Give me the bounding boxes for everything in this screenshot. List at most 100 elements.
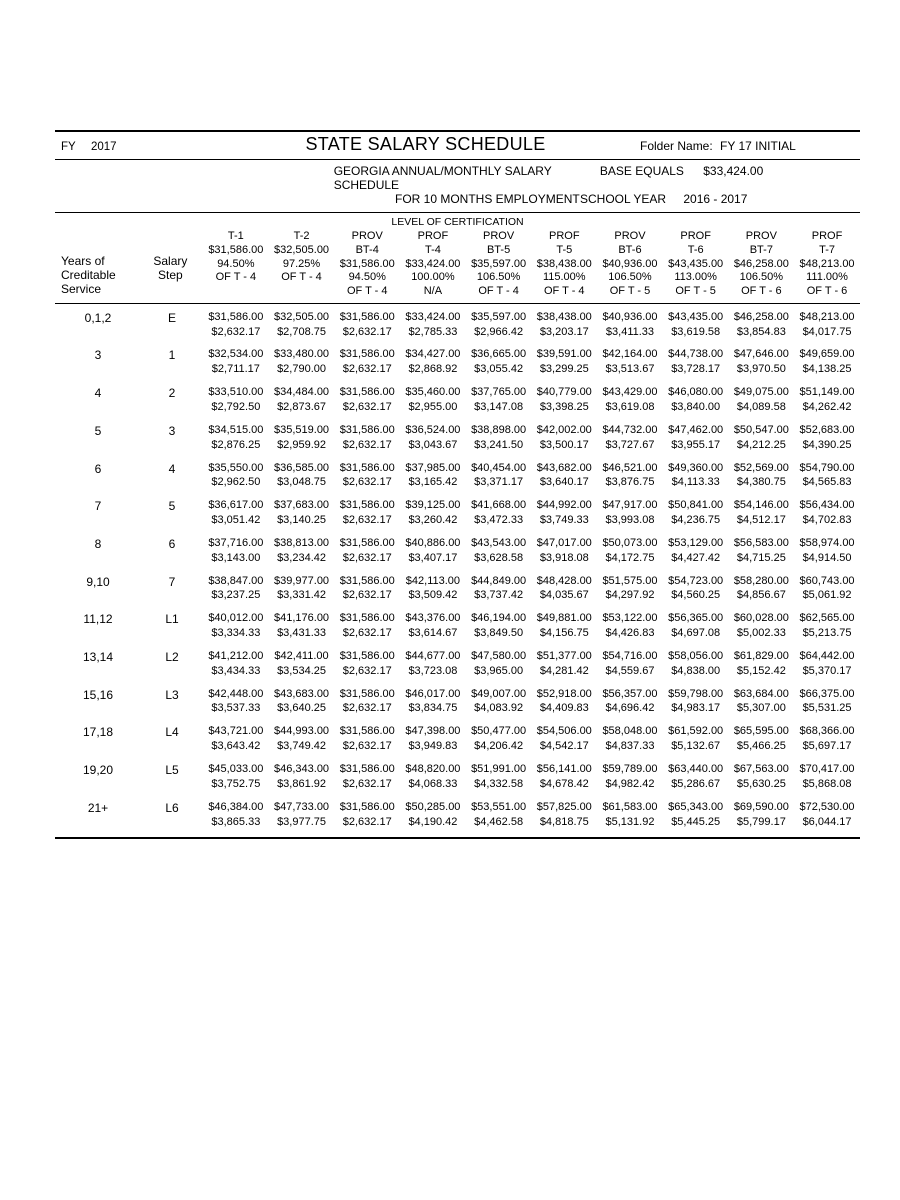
annual-value: $41,668.00 bbox=[466, 498, 532, 513]
monthly-value: $4,017.75 bbox=[794, 325, 860, 340]
level-code: BT-5 bbox=[466, 244, 532, 258]
monthly-value: $2,966.42 bbox=[466, 325, 532, 340]
salary-step-header: Salary Step bbox=[138, 254, 203, 299]
annual-value: $58,280.00 bbox=[729, 574, 795, 589]
annual-value: $31,586.00 bbox=[334, 461, 400, 476]
level-percent: 100.00% bbox=[400, 271, 466, 285]
salary-cell: $44,849.00$3,737.42 bbox=[466, 574, 532, 604]
salary-cell: $35,519.00$2,959.92 bbox=[269, 423, 335, 453]
salary-cell: $31,586.00$2,632.17 bbox=[334, 724, 400, 754]
salary-cell: $56,357.00$4,696.42 bbox=[597, 687, 663, 717]
annual-value: $46,343.00 bbox=[269, 762, 335, 777]
value-cells: $37,716.00$3,143.00$38,813.00$3,234.42$3… bbox=[203, 536, 860, 566]
salary-cell: $56,434.00$4,702.83 bbox=[794, 498, 860, 528]
annual-value: $43,543.00 bbox=[466, 536, 532, 551]
monthly-value: $2,632.17 bbox=[334, 701, 400, 716]
monthly-value: $4,390.25 bbox=[794, 438, 860, 453]
salary-cell: $47,580.00$3,965.00 bbox=[466, 649, 532, 679]
yos-line3: Service bbox=[61, 282, 138, 296]
level-category: PROV bbox=[597, 230, 663, 244]
salary-schedule-report: FY 2017 STATE SALARY SCHEDULE Folder Nam… bbox=[55, 130, 860, 839]
fy-value: 2017 bbox=[91, 141, 211, 153]
salary-cell: $44,738.00$3,728.17 bbox=[663, 347, 729, 377]
annual-value: $63,440.00 bbox=[663, 762, 729, 777]
salary-step-cell: 7 bbox=[141, 574, 203, 604]
monthly-value: $4,838.00 bbox=[663, 664, 729, 679]
level-percent: 106.50% bbox=[466, 271, 532, 285]
monthly-value: $3,534.25 bbox=[269, 664, 335, 679]
annual-value: $43,376.00 bbox=[400, 611, 466, 626]
salary-step-cell: 1 bbox=[141, 347, 203, 377]
value-cells: $41,212.00$3,434.33$42,411.00$3,534.25$3… bbox=[203, 649, 860, 679]
annual-value: $42,002.00 bbox=[531, 423, 597, 438]
annual-value: $60,743.00 bbox=[794, 574, 860, 589]
annual-value: $35,519.00 bbox=[269, 423, 335, 438]
salary-cell: $38,847.00$3,237.25 bbox=[203, 574, 269, 604]
salary-cell: $46,080.00$3,840.00 bbox=[663, 385, 729, 415]
monthly-value: $3,918.08 bbox=[531, 551, 597, 566]
salary-cell: $46,343.00$3,861.92 bbox=[269, 762, 335, 792]
salary-cell: $54,716.00$4,559.67 bbox=[597, 649, 663, 679]
monthly-value: $4,565.83 bbox=[794, 475, 860, 490]
monthly-value: $4,559.67 bbox=[597, 664, 663, 679]
monthly-value: $3,614.67 bbox=[400, 626, 466, 641]
annual-value: $38,898.00 bbox=[466, 423, 532, 438]
monthly-value: $4,035.67 bbox=[531, 588, 597, 603]
salary-cell: $54,723.00$4,560.25 bbox=[663, 574, 729, 604]
salary-cell: $43,543.00$3,628.58 bbox=[466, 536, 532, 566]
monthly-value: $3,434.33 bbox=[203, 664, 269, 679]
level-category: PROF bbox=[794, 230, 860, 244]
level-percent: 115.00% bbox=[531, 271, 597, 285]
level-base: $31,586.00 bbox=[334, 258, 400, 272]
level-header: PROVBT-7$46,258.00106.50%OF T - 6 bbox=[729, 230, 795, 299]
monthly-value: $4,542.17 bbox=[531, 739, 597, 754]
monthly-value: $3,849.50 bbox=[466, 626, 532, 641]
report-title: STATE SALARY SCHEDULE bbox=[211, 134, 640, 155]
salary-cell: $53,122.00$4,426.83 bbox=[597, 611, 663, 641]
salary-cell: $46,521.00$3,876.75 bbox=[597, 461, 663, 491]
salary-cell: $37,683.00$3,140.25 bbox=[269, 498, 335, 528]
salary-cell: $50,285.00$4,190.42 bbox=[400, 800, 466, 830]
annual-value: $56,583.00 bbox=[729, 536, 795, 551]
annual-value: $31,586.00 bbox=[334, 574, 400, 589]
salary-cell: $37,716.00$3,143.00 bbox=[203, 536, 269, 566]
monthly-value: $2,785.33 bbox=[400, 325, 466, 340]
value-cells: $45,033.00$3,752.75$46,343.00$3,861.92$3… bbox=[203, 762, 860, 792]
level-of: N/A bbox=[400, 285, 466, 299]
salary-cell: $61,583.00$5,131.92 bbox=[597, 800, 663, 830]
annual-value: $32,534.00 bbox=[203, 347, 269, 362]
annual-value: $40,454.00 bbox=[466, 461, 532, 476]
salary-cell: $35,460.00$2,955.00 bbox=[400, 385, 466, 415]
monthly-value: $4,697.08 bbox=[663, 626, 729, 641]
salary-cell: $60,743.00$5,061.92 bbox=[794, 574, 860, 604]
monthly-value: $3,048.75 bbox=[269, 475, 335, 490]
salary-cell: $33,480.00$2,790.00 bbox=[269, 347, 335, 377]
monthly-value: $3,749.33 bbox=[531, 513, 597, 528]
monthly-value: $3,970.50 bbox=[729, 362, 795, 377]
salary-cell: $44,732.00$3,727.67 bbox=[597, 423, 663, 453]
salary-cell: $49,881.00$4,156.75 bbox=[531, 611, 597, 641]
monthly-value: $2,632.17 bbox=[334, 777, 400, 792]
monthly-value: $3,140.25 bbox=[269, 513, 335, 528]
salary-step-cell: 2 bbox=[141, 385, 203, 415]
salary-step-cell: L6 bbox=[141, 800, 203, 830]
salary-cell: $69,590.00$5,799.17 bbox=[729, 800, 795, 830]
annual-value: $51,991.00 bbox=[466, 762, 532, 777]
monthly-value: $2,632.17 bbox=[334, 438, 400, 453]
school-year-value: 2016 - 2017 bbox=[683, 192, 747, 206]
monthly-value: $4,512.17 bbox=[729, 513, 795, 528]
annual-value: $58,974.00 bbox=[794, 536, 860, 551]
years-of-service-cell: 4 bbox=[55, 385, 141, 415]
salary-cell: $31,586.00$2,632.17 bbox=[334, 461, 400, 491]
annual-value: $50,841.00 bbox=[663, 498, 729, 513]
annual-value: $47,017.00 bbox=[531, 536, 597, 551]
monthly-value: $3,749.42 bbox=[269, 739, 335, 754]
monthly-value: $6,044.17 bbox=[794, 815, 860, 830]
monthly-value: $3,237.25 bbox=[203, 588, 269, 603]
annual-value: $45,033.00 bbox=[203, 762, 269, 777]
salary-step-cell: L5 bbox=[141, 762, 203, 792]
value-cells: $42,448.00$3,537.33$43,683.00$3,640.25$3… bbox=[203, 687, 860, 717]
salary-cell: $48,428.00$4,035.67 bbox=[531, 574, 597, 604]
monthly-value: $2,632.17 bbox=[334, 739, 400, 754]
monthly-value: $3,861.92 bbox=[269, 777, 335, 792]
